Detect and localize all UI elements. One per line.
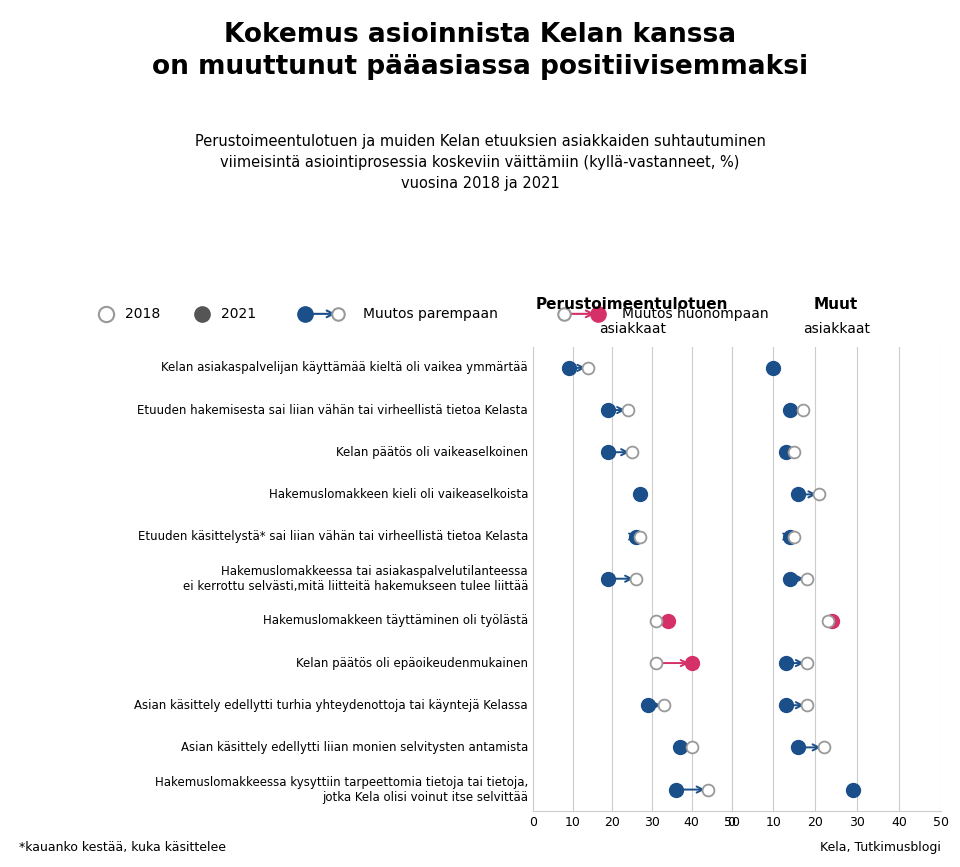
Text: Hakemuslomakkeen kieli oli vaikeaselkoista: Hakemuslomakkeen kieli oli vaikeaselkois… [269,488,528,501]
Text: Muutos huonompaan: Muutos huonompaan [622,307,769,321]
Text: Kela, Tutkimusblogi: Kela, Tutkimusblogi [820,841,941,854]
Text: Muut: Muut [814,297,858,312]
Text: asiakkaat: asiakkaat [599,323,665,336]
Text: Hakemuslomakkeessa tai asiakaspalvelutilanteessa
ei kerrottu selvästi,mitä liitt: Hakemuslomakkeessa tai asiakaspalvelutil… [182,564,528,593]
Text: Hakemuslomakkeessa kysyttiin tarpeettomia tietoja tai tietoja,
jotka Kela olisi : Hakemuslomakkeessa kysyttiin tarpeettomi… [155,776,528,804]
Text: Asian käsittely edellytti liian monien selvitysten antamista: Asian käsittely edellytti liian monien s… [180,741,528,754]
Text: Kelan päätös oli vaikeaselkoinen: Kelan päätös oli vaikeaselkoinen [336,446,528,459]
Text: Etuuden hakemisesta sai liian vähän tai virheellistä tietoa Kelasta: Etuuden hakemisesta sai liian vähän tai … [137,403,528,416]
Text: Kelan asiakaspalvelijan käyttämää kieltä oli vaikea ymmärtää: Kelan asiakaspalvelijan käyttämää kieltä… [161,362,528,375]
Text: Hakemuslomakkeen täyttäminen oli työlästä: Hakemuslomakkeen täyttäminen oli työläst… [263,615,528,628]
Text: Perustoimeentulotuen: Perustoimeentulotuen [536,297,729,312]
Text: Kokemus asioinnista Kelan kanssa
on muuttunut pääasiassa positiivisemmaksi: Kokemus asioinnista Kelan kanssa on muut… [152,22,808,80]
Text: Asian käsittely edellytti turhia yhteydenottoja tai käyntejä Kelassa: Asian käsittely edellytti turhia yhteyde… [134,699,528,712]
Text: 2018: 2018 [125,307,160,321]
Text: Kelan päätös oli epäoikeudenmukainen: Kelan päätös oli epäoikeudenmukainen [296,656,528,669]
Text: Perustoimeentulotuen ja muiden Kelan etuuksien asiakkaiden suhtautuminen
viimeis: Perustoimeentulotuen ja muiden Kelan etu… [195,134,765,192]
Text: asiakkaat: asiakkaat [803,323,870,336]
Text: *kauanko kestää, kuka käsittelee: *kauanko kestää, kuka käsittelee [19,841,227,854]
Text: 2021: 2021 [221,307,256,321]
Text: Etuuden käsittelystä* sai liian vähän tai virheellistä tietoa Kelasta: Etuuden käsittelystä* sai liian vähän ta… [137,530,528,543]
Text: Muutos parempaan: Muutos parempaan [363,307,497,321]
